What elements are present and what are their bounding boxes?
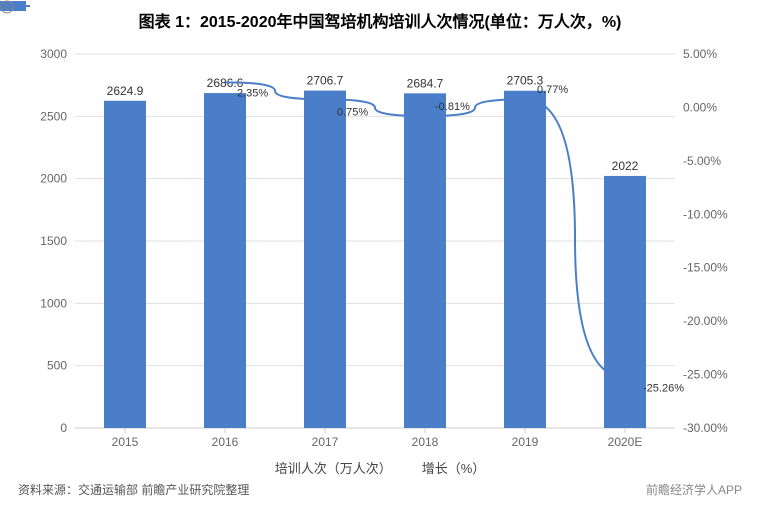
footer: 资料来源：交通运输部 前瞻产业研究院整理 c 前瞻经济学人APP bbox=[0, 477, 760, 498]
svg-text:-25.26%: -25.26% bbox=[643, 382, 684, 394]
svg-text:2016: 2016 bbox=[212, 435, 239, 449]
svg-text:5.00%: 5.00% bbox=[683, 47, 717, 61]
bar bbox=[104, 101, 146, 428]
legend-line-label: 增长（%） bbox=[422, 458, 486, 477]
legend-line: 增长（%） bbox=[422, 458, 486, 477]
svg-text:-30.00%: -30.00% bbox=[683, 421, 728, 435]
svg-text:c: c bbox=[5, 2, 10, 12]
svg-text:-15.00%: -15.00% bbox=[683, 261, 728, 275]
svg-text:2000: 2000 bbox=[40, 172, 67, 186]
chart-title: 图表 1：2015-2020年中国驾培机构培训人次情况(单位：万人次，%) bbox=[0, 0, 760, 36]
svg-text:0: 0 bbox=[60, 421, 67, 435]
svg-text:2.35%: 2.35% bbox=[237, 87, 268, 99]
footer-brand-text: 前瞻经济学人APP bbox=[646, 481, 742, 498]
svg-text:2022: 2022 bbox=[612, 159, 639, 173]
svg-text:2015: 2015 bbox=[112, 435, 139, 449]
svg-text:2019: 2019 bbox=[512, 435, 539, 449]
svg-text:-5.00%: -5.00% bbox=[683, 154, 721, 168]
svg-text:500: 500 bbox=[47, 359, 67, 373]
svg-text:2684.7: 2684.7 bbox=[407, 76, 444, 90]
svg-text:2020E: 2020E bbox=[608, 435, 643, 449]
svg-text:2624.9: 2624.9 bbox=[107, 84, 144, 98]
copyright-icon: c bbox=[0, 0, 14, 14]
svg-text:1000: 1000 bbox=[40, 296, 67, 310]
bar bbox=[404, 93, 446, 428]
svg-text:-0.81%: -0.81% bbox=[435, 101, 470, 113]
svg-text:1500: 1500 bbox=[40, 234, 67, 248]
svg-text:2706.7: 2706.7 bbox=[307, 74, 344, 88]
chart-svg: 050010001500200025003000-30.00%-25.00%-2… bbox=[20, 36, 740, 456]
svg-text:0.75%: 0.75% bbox=[337, 106, 368, 118]
footer-source: 资料来源：交通运输部 前瞻产业研究院整理 bbox=[18, 481, 249, 498]
legend-bar-label: 培训人次（万人次） bbox=[275, 458, 392, 477]
svg-text:0.00%: 0.00% bbox=[683, 100, 717, 114]
legend: 培训人次（万人次） 增长（%） bbox=[0, 456, 760, 477]
svg-text:2017: 2017 bbox=[312, 435, 339, 449]
legend-bar: 培训人次（万人次） bbox=[275, 458, 392, 477]
svg-text:-20.00%: -20.00% bbox=[683, 314, 728, 328]
svg-text:-10.00%: -10.00% bbox=[683, 207, 728, 221]
chart-area: 050010001500200025003000-30.00%-25.00%-2… bbox=[20, 36, 740, 456]
bar bbox=[504, 91, 546, 428]
bar bbox=[604, 176, 646, 428]
svg-text:2018: 2018 bbox=[412, 435, 439, 449]
footer-brand: c 前瞻经济学人APP bbox=[646, 481, 742, 498]
svg-text:3000: 3000 bbox=[40, 47, 67, 61]
svg-text:0.77%: 0.77% bbox=[537, 84, 568, 96]
bar bbox=[304, 91, 346, 428]
svg-text:-25.00%: -25.00% bbox=[683, 368, 728, 382]
bar bbox=[204, 93, 246, 428]
svg-text:2500: 2500 bbox=[40, 109, 67, 123]
